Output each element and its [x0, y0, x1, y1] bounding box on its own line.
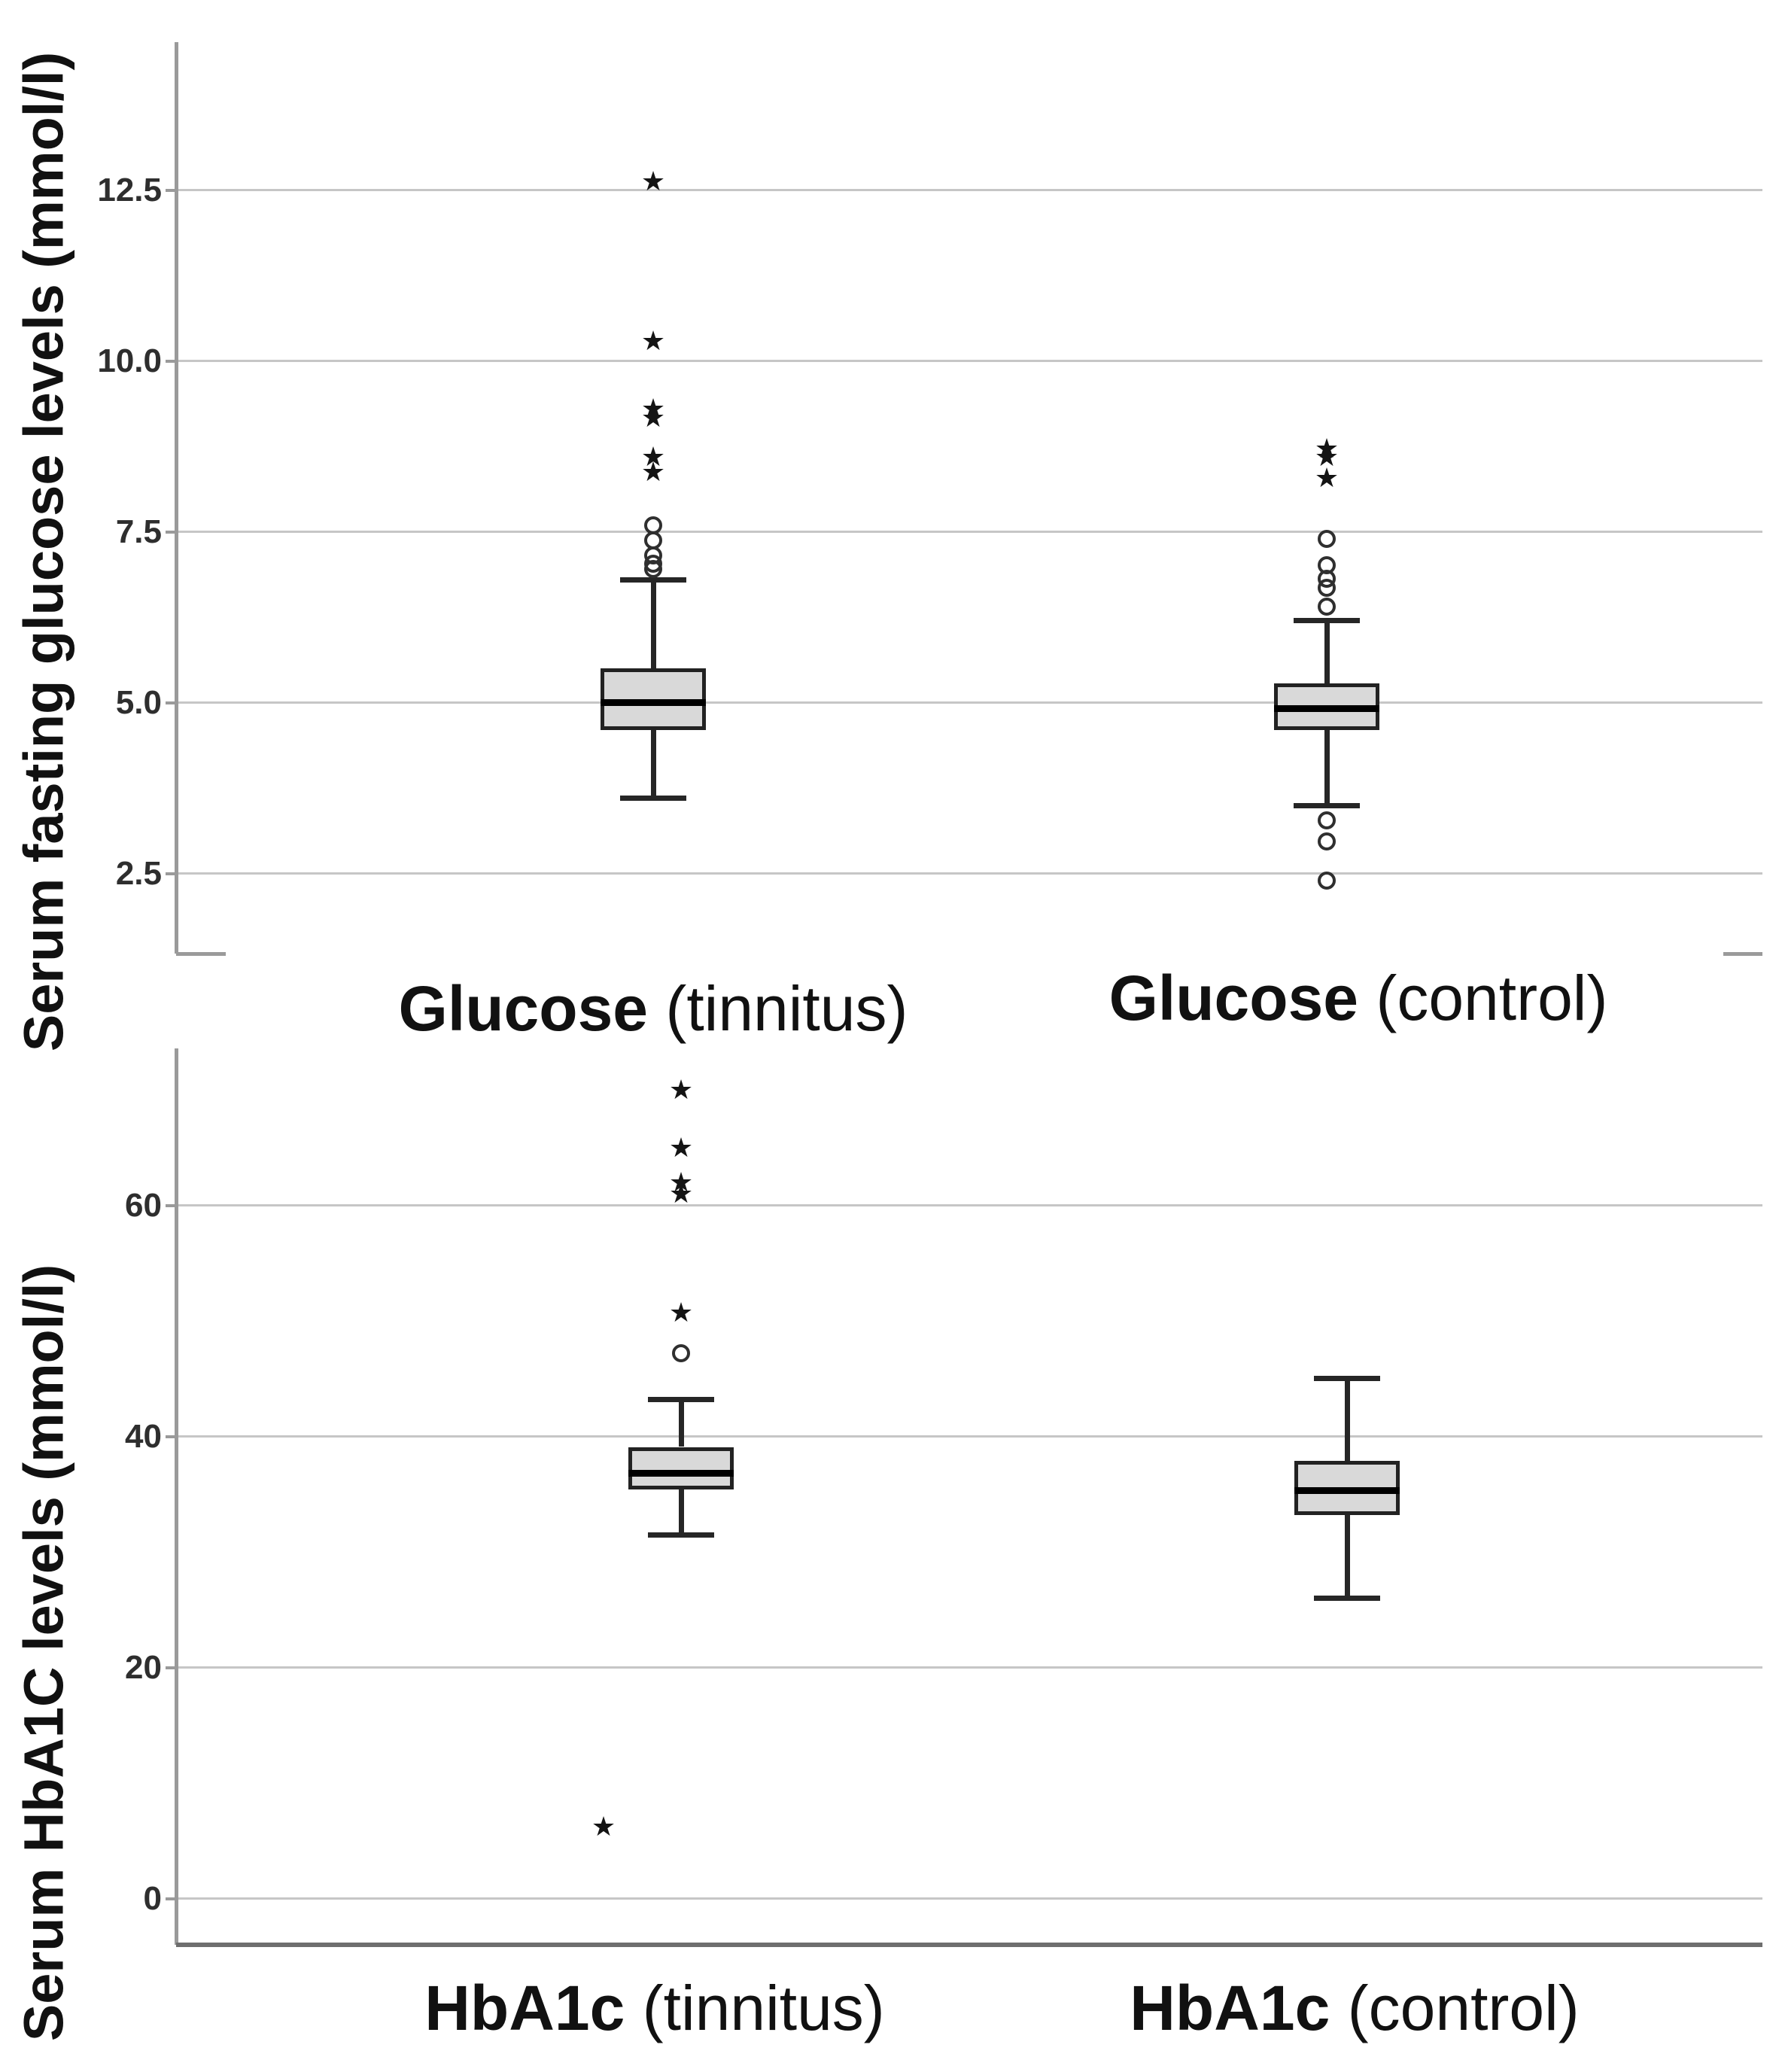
whisker-upper	[650, 580, 656, 669]
y-tick-label: 12.5	[97, 171, 162, 208]
gridline	[176, 701, 1762, 704]
category-label-rest: (tinnitus)	[625, 1973, 885, 2043]
whisker-cap-lower	[620, 796, 686, 802]
outlier-star: ★	[640, 456, 666, 487]
category-label: Glucose (control)	[1109, 963, 1608, 1033]
outlier-circle	[1318, 529, 1336, 548]
whisker-lower	[1344, 1515, 1350, 1599]
outlier-circle	[1318, 832, 1336, 851]
y-tick-label: 10.0	[97, 342, 162, 379]
outlier-star: ★	[640, 441, 666, 473]
outlier-star: ★	[668, 1297, 694, 1328]
gridline	[176, 189, 1762, 192]
outlier-circle	[644, 559, 662, 578]
whisker-cap-lower	[648, 1532, 714, 1538]
whisker-cap-upper	[1314, 1376, 1380, 1382]
y-tick-label: 0	[143, 1879, 162, 1917]
median-line	[1294, 1487, 1400, 1495]
outlier-star: ★	[640, 402, 666, 434]
whisker-cap-lower	[1294, 802, 1360, 808]
category-label-bold: HbA1c	[424, 1973, 625, 2043]
axis-tick	[166, 359, 178, 363]
outlier-star: ★	[668, 1167, 694, 1198]
whisker-lower	[1324, 730, 1330, 805]
boxplot-box	[601, 668, 706, 731]
y-axis-line	[175, 1048, 178, 1945]
y-axis-title: Serum fasting glucose levels (mmol/l)	[12, 51, 75, 1052]
x-axis-line	[1723, 952, 1762, 956]
whisker-cap-upper	[620, 577, 686, 583]
y-tick-label: 20	[125, 1648, 162, 1686]
gridline	[176, 1204, 1762, 1207]
y-axis-title: Serum HbA1C levels (mmol/l)	[12, 1264, 75, 2042]
x-axis-line	[176, 1943, 1762, 1947]
whisker-lower	[650, 730, 656, 799]
gridline	[176, 360, 1762, 363]
gridline	[176, 1666, 1762, 1669]
outlier-star: ★	[591, 1811, 616, 1842]
category-label-bold: HbA1c	[1130, 1973, 1330, 2043]
x-axis-line	[176, 952, 226, 956]
outlier-star: ★	[668, 1178, 694, 1209]
outlier-circle	[1318, 579, 1336, 598]
whisker-upper	[1344, 1378, 1350, 1461]
outlier-circle	[1318, 597, 1336, 616]
whisker-cap-upper	[1294, 618, 1360, 624]
category-label: Glucose (tinnitus)	[399, 974, 908, 1043]
median-line	[1274, 704, 1379, 712]
y-tick-label: 40	[125, 1417, 162, 1455]
y-tick-label: 2.5	[115, 854, 162, 892]
whisker-lower	[678, 1489, 684, 1535]
gridline	[176, 1897, 1762, 1900]
outlier-star: ★	[1314, 462, 1340, 494]
outlier-star: ★	[668, 1074, 694, 1106]
outlier-star: ★	[1314, 433, 1340, 464]
whisker-cap-lower	[1314, 1596, 1380, 1602]
median-line	[628, 1470, 734, 1477]
axis-tick	[166, 188, 178, 192]
axis-tick	[166, 1897, 178, 1900]
category-label-rest: (control)	[1330, 1973, 1580, 2043]
outlier-star: ★	[1314, 441, 1340, 473]
y-axis-line	[175, 42, 178, 954]
outlier-circle	[1318, 871, 1336, 890]
y-tick-label: 7.5	[115, 513, 162, 550]
outlier-star: ★	[640, 166, 666, 197]
median-line	[601, 699, 706, 707]
category-label: HbA1c (control)	[1130, 1973, 1579, 2043]
axis-tick	[166, 872, 178, 875]
category-label-rest: (tinnitus)	[648, 973, 908, 1044]
y-tick-label: 60	[125, 1186, 162, 1224]
gridline	[176, 872, 1762, 875]
whisker-cap-upper	[648, 1397, 714, 1403]
whisker-upper	[1324, 620, 1330, 683]
gridline	[176, 1435, 1762, 1438]
gridline	[176, 531, 1762, 534]
axis-tick	[166, 1666, 178, 1669]
axis-tick	[166, 701, 178, 704]
axis-tick	[166, 1435, 178, 1438]
axis-tick	[166, 530, 178, 534]
outlier-star: ★	[668, 1131, 694, 1163]
axis-tick	[166, 1203, 178, 1207]
outlier-star: ★	[640, 393, 666, 424]
y-tick-label: 5.0	[115, 683, 162, 721]
category-label-bold: Glucose	[398, 973, 649, 1044]
outlier-star: ★	[640, 324, 666, 356]
category-label-bold: Glucose	[1108, 963, 1359, 1033]
outlier-circle	[1318, 811, 1336, 829]
category-label: HbA1c (tinnitus)	[424, 1973, 885, 2043]
category-label-rest: (control)	[1358, 963, 1608, 1033]
boxplot-box	[628, 1447, 734, 1490]
outlier-circle	[672, 1344, 690, 1363]
whisker-upper	[678, 1399, 684, 1447]
